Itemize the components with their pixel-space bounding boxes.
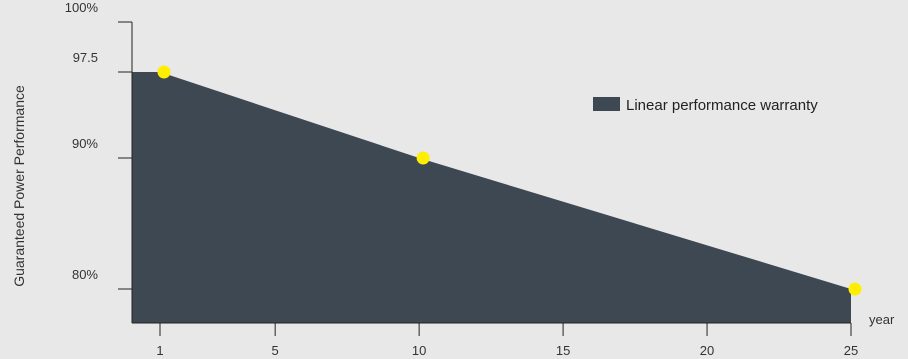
y-tick-label: 97.5: [73, 50, 98, 65]
legend-label: Linear performance warranty: [626, 97, 818, 114]
y-tick-label: 80%: [72, 267, 98, 282]
data-point: [848, 282, 862, 296]
data-point: [416, 151, 430, 165]
legend: Linear performance warranty: [593, 97, 818, 114]
y-tick-label: 90%: [72, 136, 98, 151]
x-axis-label: year: [869, 312, 895, 327]
legend-swatch: [593, 97, 620, 111]
x-tick-label: 10: [412, 343, 426, 358]
x-tick-label: 1: [156, 343, 163, 358]
x-tick-label: 15: [556, 343, 570, 358]
x-tick-label: 5: [272, 343, 279, 358]
y-axis-label: Guaranteed Power Performance: [11, 85, 27, 287]
x-tick-label: 20: [700, 343, 714, 358]
data-point: [157, 65, 171, 79]
x-tick-label: 25: [844, 343, 858, 358]
performance-area: [132, 72, 851, 323]
y-tick-label: 100%: [65, 0, 99, 15]
